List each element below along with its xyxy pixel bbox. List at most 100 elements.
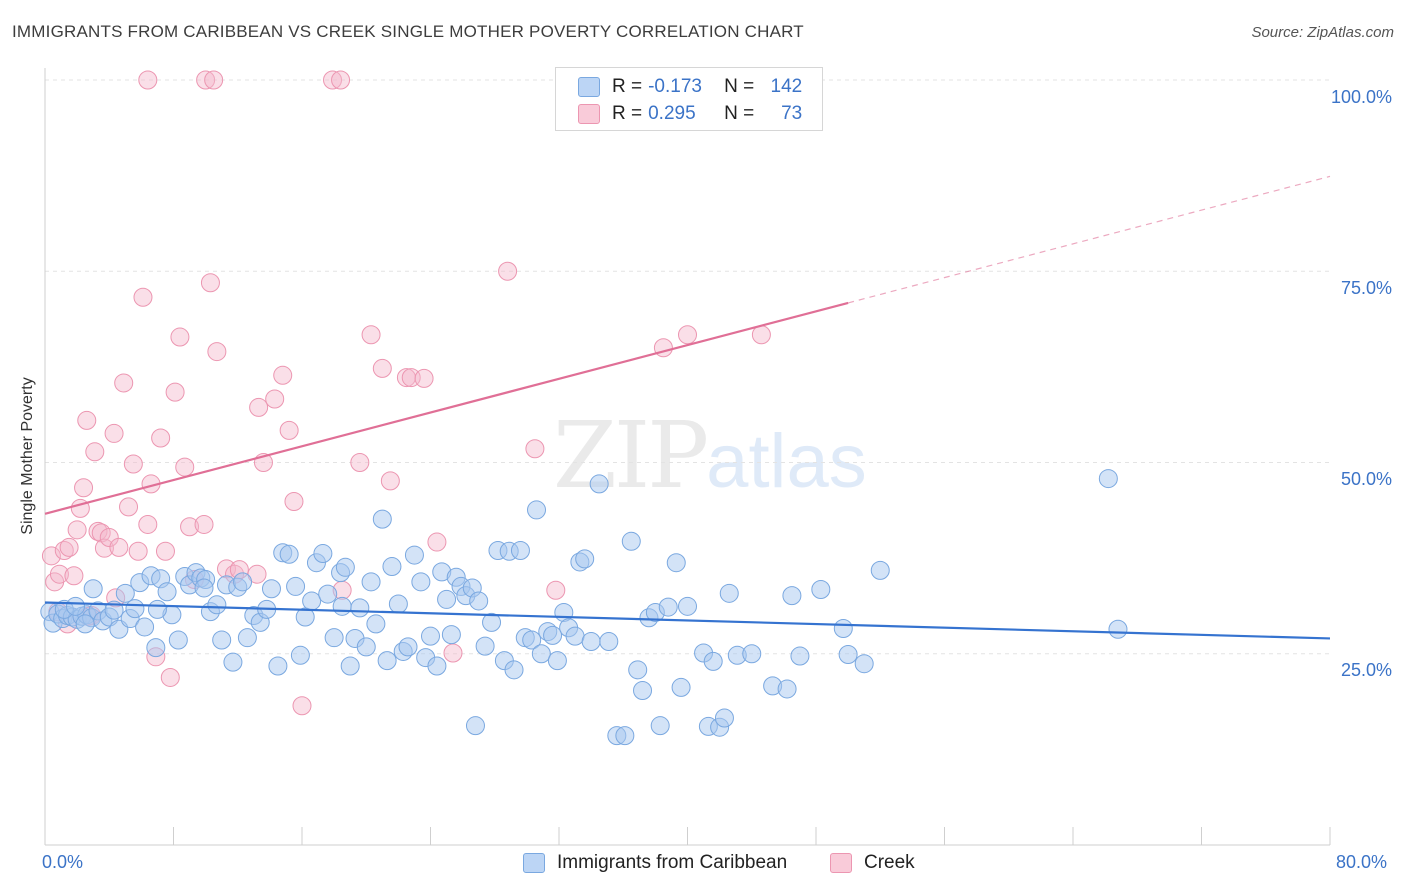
caribbean-point — [115, 583, 135, 603]
caribbean-point — [350, 598, 370, 618]
legend-swatch-caribbean — [578, 77, 600, 97]
creek-point — [194, 514, 214, 534]
caribbean-points — [40, 469, 1128, 746]
creek-point — [74, 478, 94, 498]
watermark-zip: ZIP — [553, 402, 709, 509]
legend-row-caribbean: R = -0.173 N = 142 — [578, 75, 802, 99]
creek-point — [207, 342, 227, 362]
caribbean-point — [671, 677, 691, 697]
caribbean-point — [633, 680, 653, 700]
caribbean-point — [223, 652, 243, 672]
watermark: ZIPatlas — [553, 402, 867, 509]
caribbean-point — [504, 660, 524, 680]
caribbean-trend-line — [44, 601, 1331, 640]
caribbean-point — [366, 614, 386, 634]
caribbean-point — [543, 625, 563, 645]
creek-point — [94, 538, 114, 558]
creek-point — [77, 410, 97, 430]
caribbean-point — [854, 654, 874, 674]
creek-point — [284, 492, 304, 512]
caribbean-point — [510, 540, 530, 560]
caribbean-point — [398, 637, 418, 657]
caribbean-point — [790, 646, 810, 666]
caribbean-point — [628, 660, 648, 680]
legend-r-label: R = — [612, 103, 643, 124]
creek-point — [67, 520, 87, 540]
caribbean-point — [377, 651, 397, 671]
caribbean-point — [475, 636, 495, 656]
caribbean-point — [295, 607, 315, 627]
creek-point — [323, 70, 343, 90]
caribbean-point — [302, 591, 322, 611]
y-tick-label-50: 50.0% — [1340, 469, 1392, 489]
legend-n-label: N = — [724, 76, 755, 97]
caribbean-point — [313, 544, 333, 564]
creek-point — [331, 70, 351, 90]
legend-n-label: N = — [724, 103, 755, 124]
caribbean-point — [469, 591, 489, 611]
caribbean-point — [575, 549, 595, 569]
creek-point — [155, 541, 175, 561]
caribbean-point — [565, 626, 585, 646]
caribbean-point — [372, 509, 392, 529]
creek-point — [350, 453, 370, 472]
creek-point — [85, 442, 105, 462]
caribbean-point — [719, 583, 739, 603]
creek-point — [498, 261, 518, 281]
creek-point — [99, 527, 119, 547]
x-tick-label-min: 0.0% — [42, 852, 84, 872]
creek-point — [160, 667, 180, 687]
creek-point — [104, 423, 124, 443]
caribbean-point — [437, 589, 457, 609]
creek-point — [279, 420, 299, 440]
caribbean-point — [421, 626, 440, 646]
caribbean-point — [237, 628, 257, 648]
bottom-legend-label-caribbean: Immigrants from Caribbean — [557, 852, 788, 873]
caribbean-point — [441, 625, 461, 645]
caribbean-point — [135, 617, 155, 637]
creek-point — [114, 373, 134, 393]
caribbean-point — [207, 595, 227, 615]
creek-point — [678, 325, 697, 345]
creek-point — [133, 287, 153, 307]
caribbean-point — [650, 716, 670, 736]
creek-point — [175, 457, 195, 477]
caribbean-point — [811, 579, 831, 599]
caribbean-point — [125, 599, 145, 619]
caribbean-point — [527, 500, 547, 520]
caribbean-point — [870, 560, 890, 580]
caribbean-point — [621, 531, 641, 551]
y-tick-label-25: 25.0% — [1340, 660, 1392, 680]
caribbean-point — [290, 645, 310, 665]
caribbean-point — [66, 596, 86, 616]
legend-r-value: -0.173 — [648, 76, 702, 97]
caribbean-point — [782, 586, 802, 606]
creek-point — [361, 325, 381, 345]
legend-n-value: 73 — [781, 103, 803, 124]
creek-point — [249, 397, 269, 417]
bottom-legend-caribbean: Immigrants from Caribbean — [523, 852, 787, 874]
creek-point — [200, 273, 220, 293]
caribbean-point — [233, 572, 253, 592]
creek-point — [165, 382, 185, 402]
creek-point — [525, 439, 545, 459]
caribbean-point — [1098, 469, 1118, 489]
watermark-atlas: atlas — [706, 419, 867, 504]
bottom-legend-label-creek: Creek — [864, 852, 915, 873]
creek-point — [180, 517, 200, 537]
caribbean-point — [599, 632, 619, 652]
caribbean-point — [212, 630, 232, 650]
creek-point — [138, 514, 158, 534]
caribbean-point — [168, 630, 188, 650]
creek-point — [41, 546, 61, 566]
creek-point — [64, 566, 84, 586]
x-tick-label-max: 80.0% — [1336, 852, 1388, 872]
legend-r-label: R = — [612, 76, 643, 97]
caribbean-point — [833, 619, 853, 639]
caribbean-point — [157, 582, 177, 602]
caribbean-point — [83, 579, 103, 599]
creek-point — [273, 365, 293, 385]
caribbean-point — [742, 644, 762, 664]
caribbean-point — [615, 726, 635, 746]
